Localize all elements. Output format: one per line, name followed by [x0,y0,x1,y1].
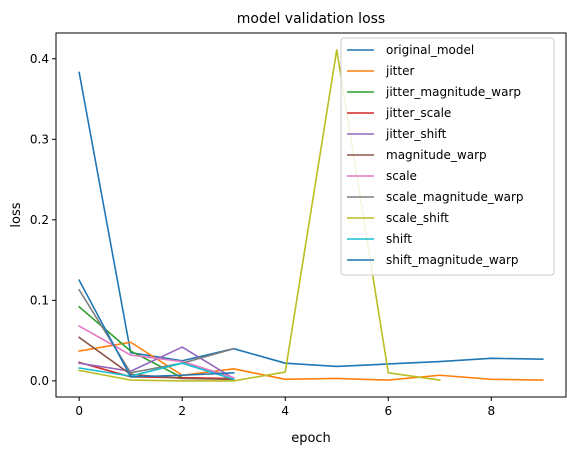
legend-label: jitter_shift [385,127,447,141]
legend-label: scale_magnitude_warp [386,190,524,204]
y-tick-label: 0.2 [30,213,49,227]
legend-label: jitter_scale [385,106,451,120]
chart-title: model validation loss [237,11,385,27]
x-tick-label: 4 [281,404,289,418]
legend-label: shift_magnitude_warp [386,253,519,267]
legend-label: jitter_magnitude_warp [385,85,521,99]
y-tick-label: 0.4 [30,52,49,66]
x-axis: 0 2 4 6 8 [75,397,495,418]
x-tick-label: 8 [487,404,495,418]
y-axis-label: loss [9,202,24,227]
legend-label: scale_shift [386,211,449,225]
x-axis-label: epoch [291,431,331,446]
legend-label: shift [386,232,412,246]
y-tick-label: 0.0 [30,374,49,388]
series-line-scale-magnitude-warp [79,290,234,373]
y-axis: 0.0 0.1 0.2 0.3 0.4 [30,52,56,388]
legend-label: scale [386,169,417,183]
y-tick-label: 0.1 [30,293,49,307]
legend-label: magnitude_warp [386,148,487,162]
legend-label: original_model [386,43,474,57]
x-tick-label: 0 [75,404,83,418]
x-tick-label: 6 [384,404,392,418]
legend-label: jitter [385,64,414,78]
x-tick-label: 2 [178,404,186,418]
y-tick-label: 0.3 [30,132,49,146]
